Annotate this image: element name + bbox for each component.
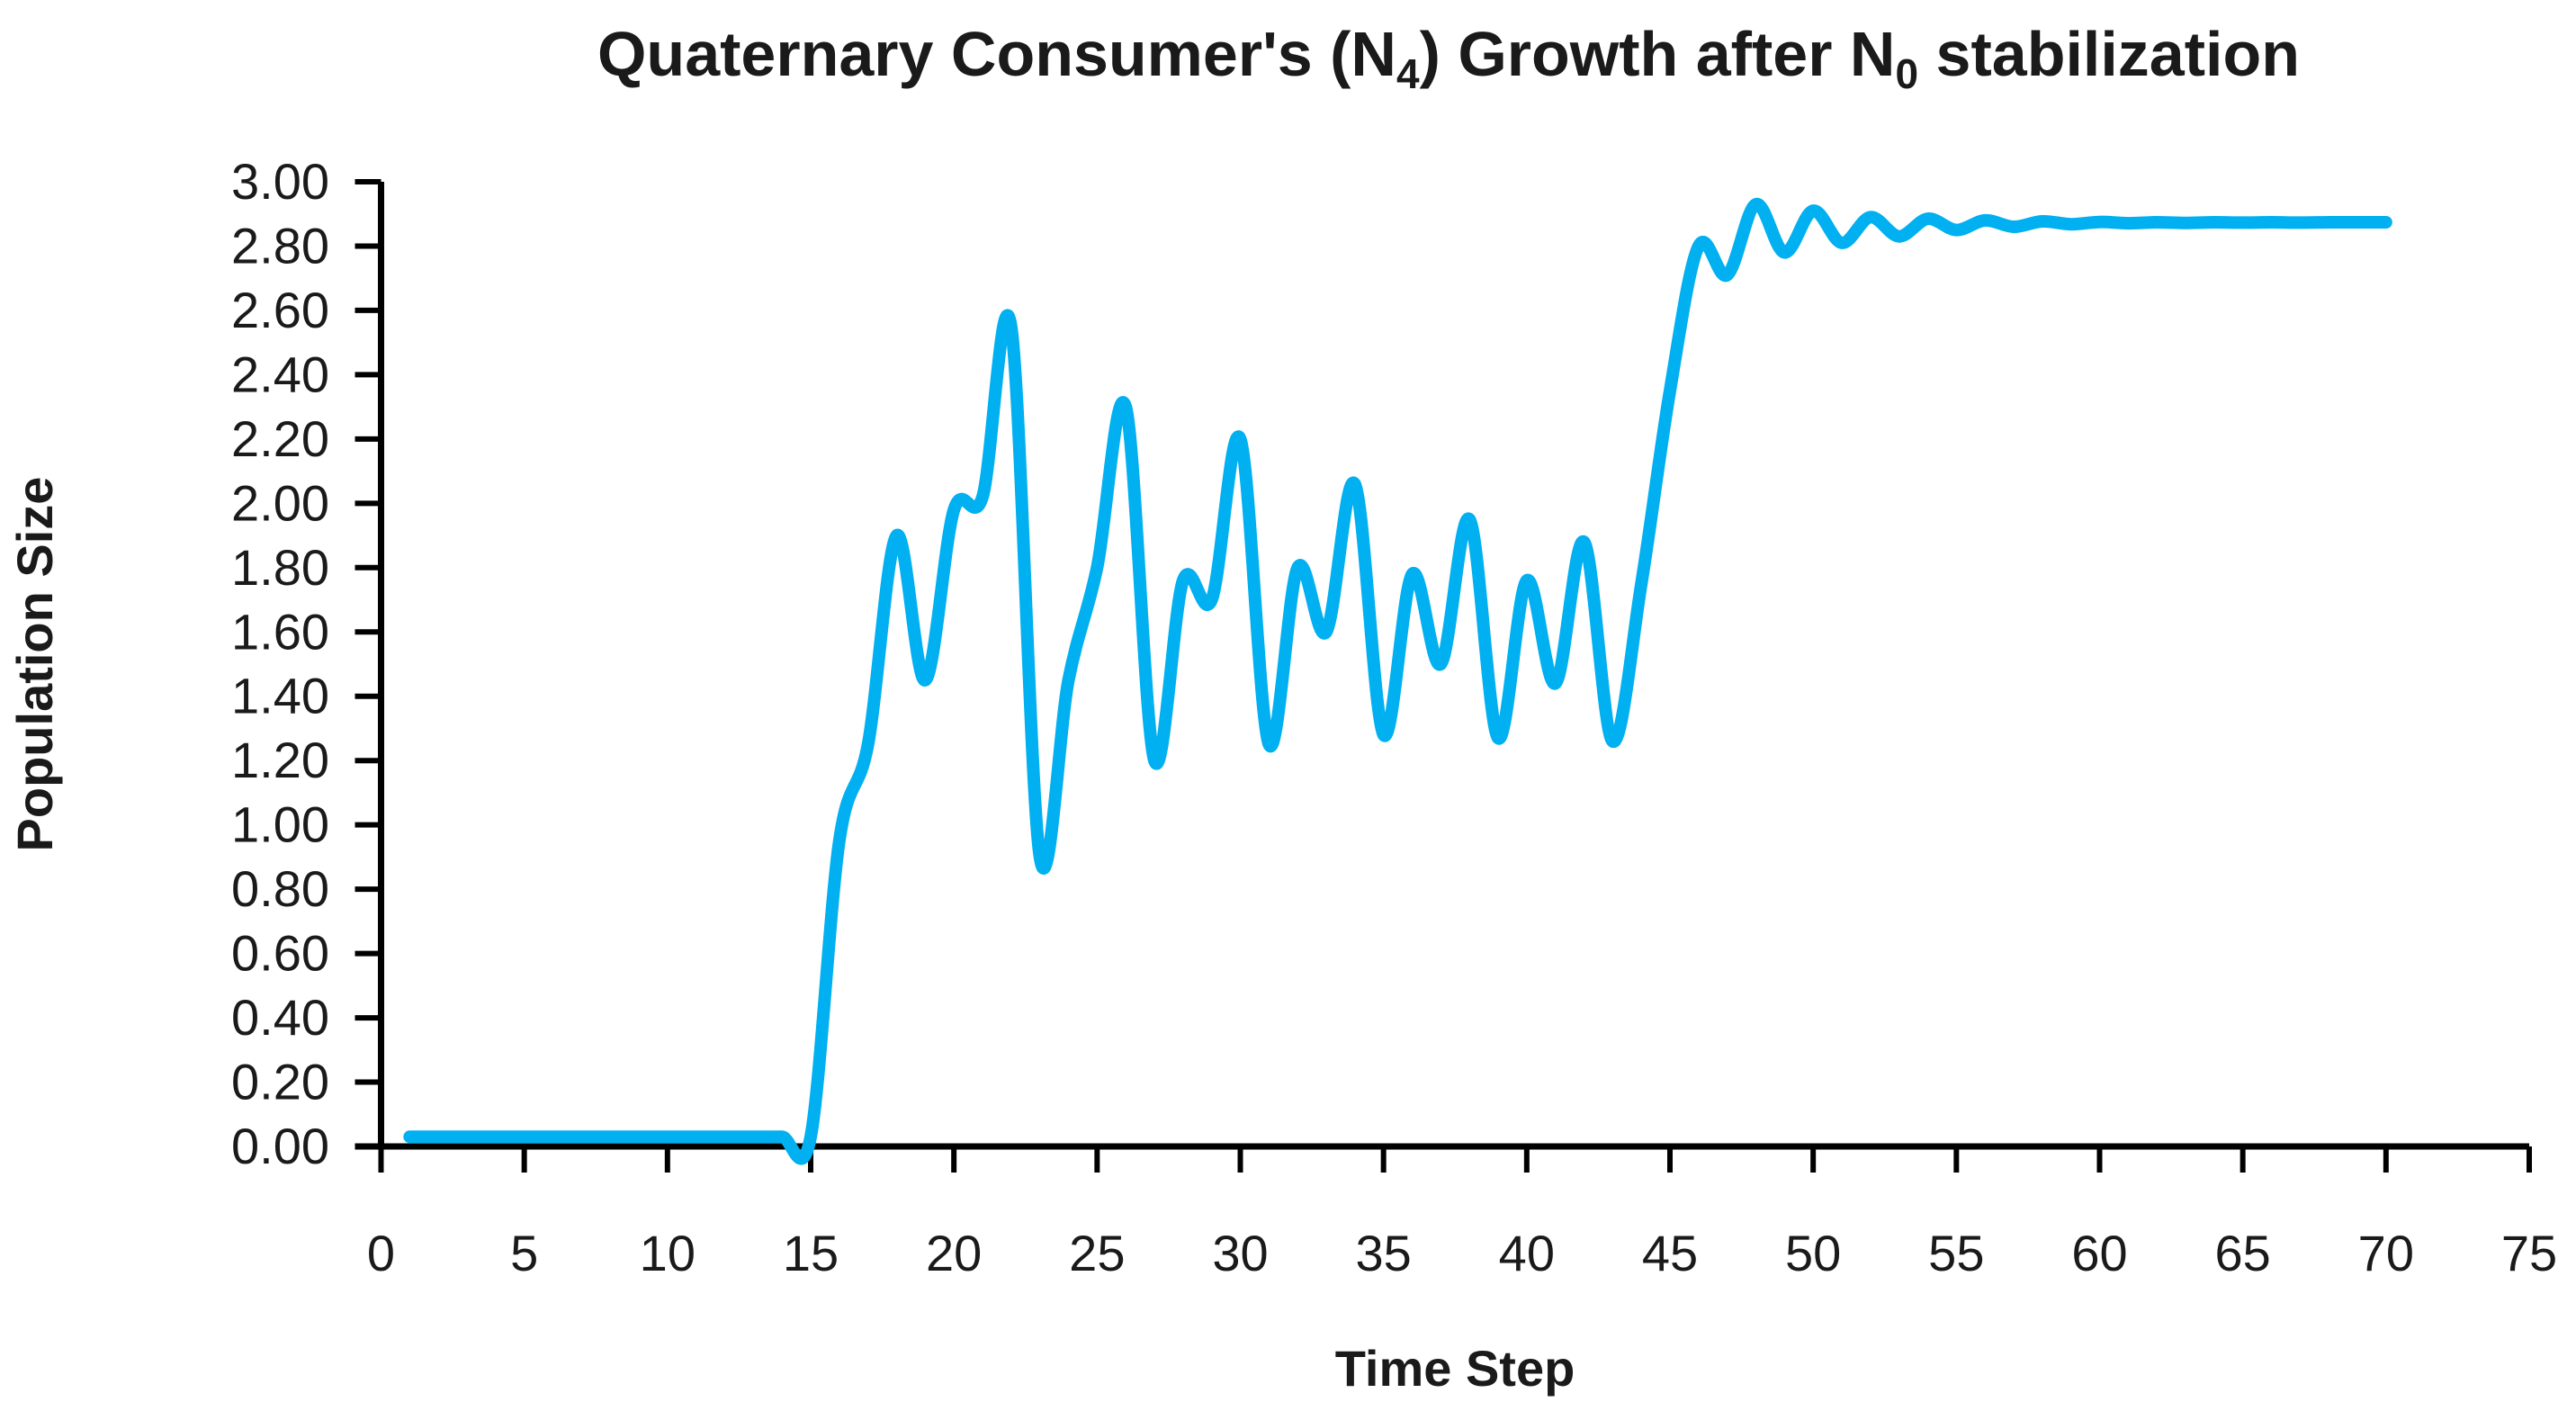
title-segment: stabilization — [1918, 19, 2300, 89]
title-segment: ) Growth after N — [1420, 19, 1896, 89]
y-tick-label: 0.40 — [231, 989, 329, 1046]
y-tick-label: 1.60 — [231, 603, 329, 660]
x-tick-label: 75 — [2501, 1225, 2557, 1281]
chart-title-text: Quaternary Consumer's (N4) Growth after … — [597, 19, 2300, 97]
title-segment: Quaternary Consumer's (N — [597, 19, 1396, 89]
tick-labels: 0.00 0.20 0.40 0.60 0.80 1.00 1.20 1.40 1.60 1.80… — [231, 153, 2557, 1281]
x-axis-title: Time Step — [1335, 1340, 1575, 1397]
x-tick-label: 15 — [783, 1225, 839, 1281]
x-tick-label: 50 — [1785, 1225, 1841, 1281]
x-tick-label: 35 — [1356, 1225, 1412, 1281]
y-axis-title: Population Size — [6, 477, 63, 852]
title-subscript: 4 — [1396, 50, 1420, 97]
y-tick-label: 1.20 — [231, 732, 329, 788]
y-tick-label: 3.00 — [231, 153, 329, 210]
y-tick-label: 0.80 — [231, 860, 329, 917]
x-tick-label: 55 — [1928, 1225, 1984, 1281]
x-tick-label: 70 — [2358, 1225, 2414, 1281]
x-tick-label: 60 — [2071, 1225, 2127, 1281]
y-tick-label: 2.40 — [231, 346, 329, 402]
y-tick-label: 1.80 — [231, 539, 329, 596]
y-tick-label: 0.60 — [231, 925, 329, 982]
x-tick-label: 40 — [1499, 1225, 1555, 1281]
chart-title: Quaternary Consumer's (N4) Growth after … — [597, 19, 2300, 97]
y-tick-label: 2.20 — [231, 410, 329, 467]
x-tick-label: 30 — [1212, 1225, 1268, 1281]
y-tick-label: 2.60 — [231, 282, 329, 338]
y-tick-label: 1.00 — [231, 796, 329, 853]
x-tick-label: 5 — [510, 1225, 538, 1281]
x-tick-label: 20 — [926, 1225, 982, 1281]
x-tick-label: 25 — [1069, 1225, 1125, 1281]
y-tick-label: 2.00 — [231, 474, 329, 531]
y-tick-label: 2.80 — [231, 217, 329, 274]
population-series-line — [403, 198, 2392, 1165]
x-tick-label: 10 — [640, 1225, 696, 1281]
y-tick-label: 0.00 — [231, 1118, 329, 1174]
title-subscript: 0 — [1895, 50, 1918, 97]
x-tick-label: 45 — [1642, 1225, 1698, 1281]
x-tick-label: 0 — [367, 1225, 395, 1281]
x-tick-label: 65 — [2215, 1225, 2271, 1281]
series — [403, 198, 2392, 1165]
y-tick-label: 1.40 — [231, 668, 329, 724]
axes — [355, 179, 2532, 1173]
y-tick-label: 0.20 — [231, 1054, 329, 1110]
